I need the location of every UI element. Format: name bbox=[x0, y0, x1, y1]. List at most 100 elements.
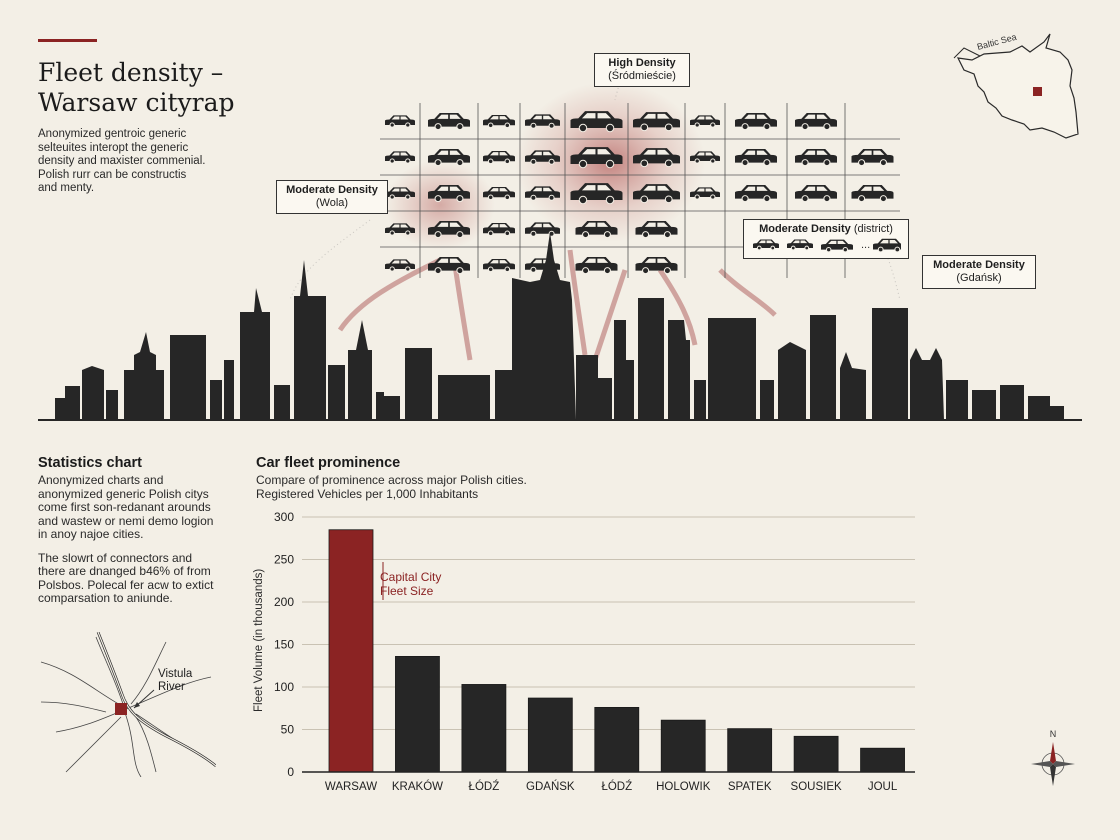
car-icon bbox=[570, 111, 623, 133]
bar bbox=[594, 706, 640, 773]
car-icon bbox=[795, 185, 837, 203]
river-map bbox=[40, 632, 216, 777]
x-tick-label: WARSAW bbox=[325, 781, 377, 793]
car-icon bbox=[385, 151, 415, 164]
car-icon bbox=[525, 150, 560, 165]
river-label-line: Vistula bbox=[158, 668, 193, 680]
car-icon bbox=[635, 221, 678, 239]
ellipsis-text: ... bbox=[861, 239, 870, 251]
car-icon bbox=[735, 113, 777, 131]
car-icon bbox=[525, 222, 560, 237]
y-tick-label: 150 bbox=[274, 638, 294, 652]
callout-wola: Moderate Density (Wola) bbox=[276, 180, 388, 214]
car-icon bbox=[795, 113, 837, 131]
x-tick-label: ŁÓDŹ bbox=[469, 780, 500, 793]
car-icon bbox=[787, 239, 813, 251]
river-label: Vistula River bbox=[158, 668, 192, 694]
car-icon bbox=[428, 221, 470, 239]
x-tick-label: SPATEK bbox=[728, 781, 772, 793]
title-line-2: Warsaw cityrap bbox=[38, 88, 235, 117]
warsaw-skyline bbox=[38, 232, 1082, 421]
car-icon bbox=[385, 223, 415, 236]
x-tick-label: GDAŃSK bbox=[526, 780, 575, 793]
car-icon bbox=[821, 239, 853, 253]
car-icon bbox=[525, 114, 560, 129]
accent-rule bbox=[38, 39, 97, 42]
car-icon bbox=[428, 149, 470, 167]
y-axis-title: Fleet Volume (in thousands) bbox=[253, 568, 265, 712]
intro-text: Anonymized gentroic generic selteuites i… bbox=[38, 128, 248, 196]
car-icon bbox=[735, 185, 777, 203]
compass-rose-icon: N bbox=[1031, 729, 1075, 786]
bar-chart: 0 50 100 150 200 250 300 WARSAW KRAKÓW ŁÓDŹ GDAŃSK… bbox=[274, 510, 915, 793]
y-tick-label: 50 bbox=[281, 723, 295, 737]
district-car-row: ... bbox=[753, 238, 905, 253]
x-tick-label: HOLOWIK bbox=[656, 781, 711, 793]
bar bbox=[461, 684, 507, 773]
car-icon bbox=[633, 112, 680, 132]
spacer bbox=[38, 542, 248, 552]
car-icon bbox=[428, 257, 470, 275]
grid-svg bbox=[380, 103, 900, 278]
chart-annotation: Capital City Fleet Size bbox=[380, 570, 441, 598]
callout-sub: (district) bbox=[853, 223, 893, 235]
stats-line: comparsation to aniunde. bbox=[38, 591, 173, 605]
stats-line: come first son-redanant arounds bbox=[38, 500, 211, 514]
car-icon bbox=[570, 147, 623, 169]
car-icon bbox=[385, 115, 415, 128]
y-tick-label: 100 bbox=[274, 680, 294, 694]
intro-line: Polish rurr can be constructis bbox=[38, 168, 187, 181]
car-icon bbox=[851, 149, 894, 167]
y-tick-label: 250 bbox=[274, 553, 294, 567]
bar bbox=[727, 728, 773, 773]
callout-title: Moderate Density bbox=[759, 223, 851, 235]
stats-line: Polsbos. Polecal fer acw to extict bbox=[38, 577, 214, 592]
poland-map: Baltic Sea bbox=[953, 32, 1079, 139]
bar bbox=[793, 735, 839, 773]
callout-sub: (Wola) bbox=[315, 197, 349, 209]
callout-sub: (Śródmieście) bbox=[608, 70, 676, 82]
car-icon bbox=[873, 238, 905, 253]
grid-lines bbox=[380, 103, 900, 278]
callout-title: Moderate Density bbox=[286, 184, 378, 196]
car-icon bbox=[851, 185, 894, 203]
x-tick-label: ŁÓDŹ bbox=[601, 780, 632, 793]
stats-line: in anoy najoe cities. bbox=[38, 527, 144, 541]
intro-line: density and maxister commenial. bbox=[38, 155, 206, 167]
stats-line: anonymized generic Polish citys bbox=[38, 486, 209, 501]
title-line-1: Fleet density – bbox=[38, 58, 224, 87]
y-tick-label: 300 bbox=[274, 510, 294, 524]
stats-heading: Statistics chart bbox=[38, 455, 142, 471]
chart-subtitle-line: Compare of prominence across major Polis… bbox=[256, 473, 527, 487]
car-icon bbox=[483, 258, 515, 273]
car-icon bbox=[428, 185, 470, 203]
stats-line: there are dnanged b46% of from bbox=[38, 564, 211, 578]
callout-sub: (Gdańsk) bbox=[956, 272, 1002, 284]
car-icon bbox=[483, 222, 515, 237]
x-tick-label: JOUL bbox=[868, 781, 898, 793]
car-icon bbox=[575, 221, 618, 239]
stats-line: The slowrt of connectors and bbox=[38, 550, 193, 565]
chart-subtitle-line: Registered Vehicles per 1,000 Inhabitant… bbox=[256, 487, 479, 501]
callout-district: Moderate Density (district) ... bbox=[743, 219, 909, 259]
car-icon bbox=[483, 186, 515, 201]
y-tick-label: 200 bbox=[274, 595, 294, 609]
callout-title: Moderate Density bbox=[933, 259, 1025, 271]
stats-line: and wastew or nemi demo logion bbox=[38, 513, 214, 528]
annotation-line: Capital City bbox=[380, 570, 442, 584]
car-icon bbox=[385, 187, 415, 200]
car-icon bbox=[633, 148, 680, 168]
callout-high-density: High Density (Śródmieście) bbox=[594, 53, 690, 87]
x-tick-label: KRAKÓW bbox=[392, 780, 443, 793]
car-icon bbox=[483, 150, 515, 165]
car-icon bbox=[735, 149, 777, 167]
callout-title: High Density bbox=[608, 57, 676, 69]
fleet-density-grid bbox=[380, 103, 900, 283]
car-icon bbox=[690, 187, 720, 200]
bar bbox=[395, 655, 440, 773]
bar bbox=[328, 529, 374, 773]
callout-gdansk: Moderate Density (Gdańsk) bbox=[922, 255, 1036, 289]
car-icon bbox=[795, 149, 837, 167]
car-icon bbox=[753, 239, 779, 251]
car-icon bbox=[575, 257, 618, 275]
